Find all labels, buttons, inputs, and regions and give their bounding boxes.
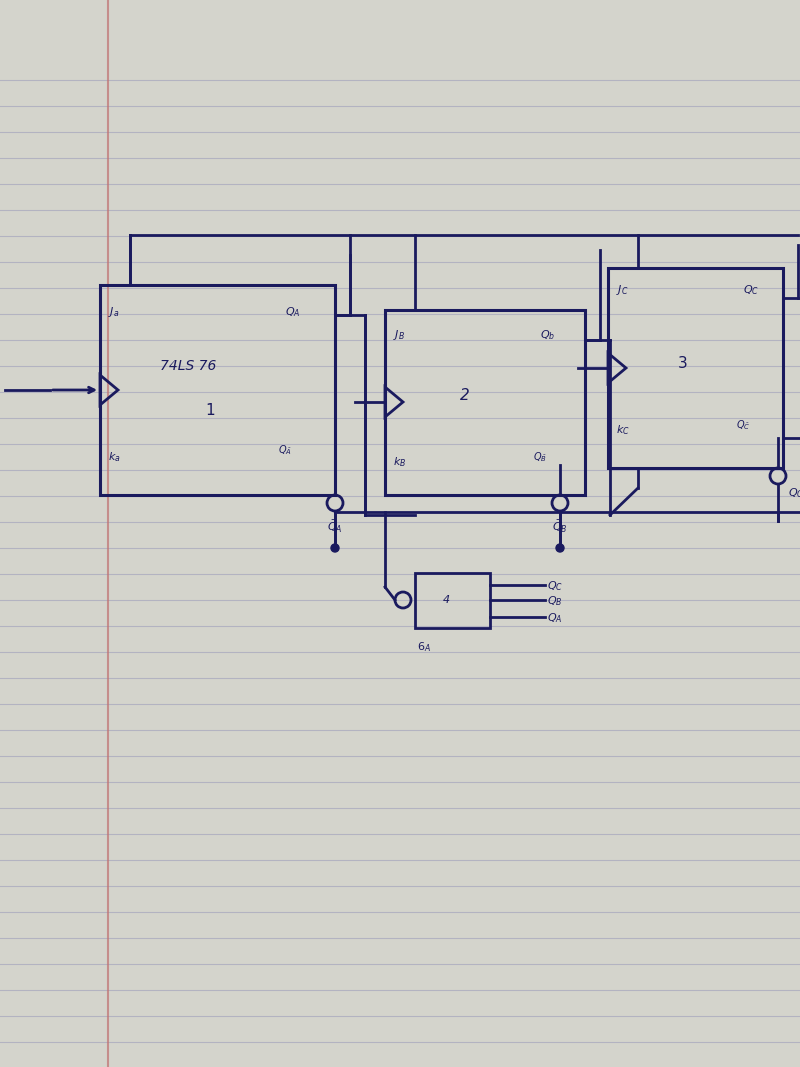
Text: $k_B$: $k_B$ [393, 455, 406, 468]
Text: $k_a$: $k_a$ [108, 450, 121, 464]
Text: $\bar{Q}_A$: $\bar{Q}_A$ [327, 519, 342, 535]
Text: $Q_b$: $Q_b$ [540, 328, 555, 341]
Text: $Q_B$: $Q_B$ [547, 594, 562, 608]
Text: $J_C$: $J_C$ [616, 283, 629, 297]
Text: 2: 2 [460, 388, 470, 403]
Bar [415, 573, 490, 628]
Text: 3: 3 [678, 356, 688, 371]
Text: $Q_A$: $Q_A$ [547, 611, 562, 625]
Text: $J_B$: $J_B$ [393, 328, 405, 343]
Text: $Q_{\bar{C}}$: $Q_{\bar{C}}$ [736, 418, 750, 432]
Text: $Q_{\bar{A}}$: $Q_{\bar{A}}$ [278, 443, 292, 457]
Text: $Q_{\bar{B}}$: $Q_{\bar{B}}$ [533, 450, 547, 464]
Text: $k_C$: $k_C$ [616, 423, 630, 436]
Text: $J_a$: $J_a$ [108, 305, 119, 319]
Text: 1: 1 [205, 403, 214, 418]
Bar [100, 285, 335, 495]
Bar [385, 310, 585, 495]
Text: $\bar{Q}_B$: $\bar{Q}_B$ [552, 519, 568, 535]
Text: $6_A$: $6_A$ [417, 640, 431, 654]
Text: $Q_C$: $Q_C$ [547, 579, 563, 593]
Text: 74LS 76: 74LS 76 [160, 359, 216, 373]
Text: $Q_A$: $Q_A$ [285, 305, 301, 319]
Text: 4: 4 [443, 595, 450, 605]
Bar [608, 268, 783, 468]
Circle shape [331, 544, 339, 552]
Text: $Q_C$: $Q_C$ [788, 485, 800, 499]
Circle shape [556, 544, 564, 552]
Text: $Q_C$: $Q_C$ [743, 283, 759, 297]
